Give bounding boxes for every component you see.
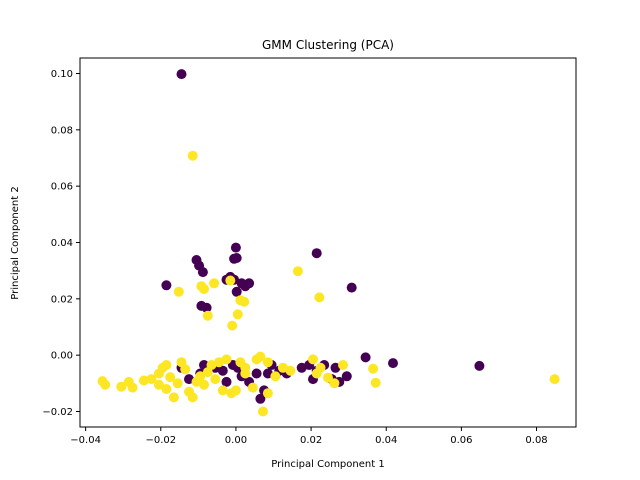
data-point <box>221 354 232 365</box>
data-point <box>292 266 303 277</box>
data-point <box>370 377 381 388</box>
data-point <box>161 384 172 394</box>
y-tick-label: −0.02 <box>42 407 73 418</box>
data-point <box>202 310 213 321</box>
data-point <box>314 292 325 303</box>
data-point <box>210 374 221 385</box>
data-point <box>173 286 184 297</box>
data-point <box>206 360 217 370</box>
data-point <box>311 248 322 259</box>
data-point <box>225 275 236 286</box>
data-point <box>388 358 398 369</box>
data-point <box>153 368 164 379</box>
data-point <box>221 376 232 387</box>
data-point <box>262 368 273 379</box>
data-point <box>176 357 187 368</box>
y-tick-label: 0.08 <box>51 125 73 136</box>
data-point <box>127 382 138 393</box>
data-point <box>251 368 262 379</box>
data-point <box>217 365 228 376</box>
data-point <box>474 360 485 371</box>
x-tick-label: 0.06 <box>450 435 472 446</box>
x-tick-label: 0.00 <box>225 435 247 446</box>
data-point <box>549 374 560 385</box>
data-point <box>262 357 273 368</box>
data-point <box>262 388 273 399</box>
y-axis-label: Principal Component 2 <box>10 186 21 299</box>
points-layer <box>97 69 560 417</box>
x-tick-label: −0.04 <box>70 435 101 446</box>
data-point <box>368 363 379 374</box>
data-point <box>244 278 255 289</box>
data-point <box>209 278 220 289</box>
data-point <box>165 372 176 383</box>
data-point <box>199 379 209 390</box>
data-point <box>360 352 371 363</box>
data-point <box>330 362 341 373</box>
data-point <box>338 360 348 370</box>
data-point <box>255 351 266 362</box>
data-point <box>161 360 172 370</box>
y-tick-label: 0.02 <box>51 294 73 305</box>
data-point <box>296 362 307 373</box>
data-point <box>168 392 179 403</box>
data-point <box>116 381 127 392</box>
data-point <box>341 371 352 382</box>
data-point <box>227 320 238 331</box>
y-axis-ticks: −0.02 0.00 0.02 0.04 0.06 0.08 0.10 <box>42 69 80 418</box>
data-point <box>315 362 326 373</box>
data-point <box>176 69 187 80</box>
data-point <box>239 296 250 307</box>
data-point <box>201 302 212 313</box>
data-point <box>255 393 266 404</box>
data-point <box>199 284 209 294</box>
y-tick-label: 0.06 <box>51 182 73 193</box>
data-point <box>258 406 268 417</box>
data-point <box>195 371 206 382</box>
data-point <box>270 371 281 382</box>
data-point <box>230 385 241 396</box>
data-point <box>161 280 172 291</box>
data-point <box>232 309 243 320</box>
data-point <box>146 374 157 385</box>
data-point <box>277 362 288 373</box>
data-point <box>285 365 296 376</box>
data-point <box>187 150 198 161</box>
data-point <box>346 282 357 293</box>
data-point <box>231 286 242 297</box>
y-tick-label: 0.10 <box>51 69 73 80</box>
data-point <box>308 354 318 365</box>
data-point <box>187 392 198 403</box>
x-axis-label: Principal Component 1 <box>271 459 384 470</box>
data-point <box>329 378 340 389</box>
y-tick-label: 0.04 <box>51 238 73 249</box>
x-tick-label: 0.02 <box>300 435 322 446</box>
data-point <box>153 379 164 390</box>
data-point <box>247 382 258 393</box>
data-point <box>184 374 194 385</box>
data-point <box>229 253 240 264</box>
y-tick-label: 0.00 <box>51 351 73 362</box>
data-point <box>230 242 241 253</box>
chart-title: GMM Clustering (PCA) <box>262 38 394 52</box>
data-point <box>197 267 208 278</box>
data-point <box>240 362 251 373</box>
data-point <box>138 375 149 386</box>
x-axis-ticks: −0.04 −0.02 0.00 0.02 0.04 0.06 0.08 <box>70 427 548 446</box>
data-point <box>217 385 228 396</box>
data-point <box>100 379 111 390</box>
x-tick-label: 0.08 <box>525 435 547 446</box>
data-point <box>172 378 183 389</box>
x-tick-label: 0.04 <box>375 435 397 446</box>
x-tick-label: −0.02 <box>145 435 176 446</box>
data-point <box>214 357 224 368</box>
